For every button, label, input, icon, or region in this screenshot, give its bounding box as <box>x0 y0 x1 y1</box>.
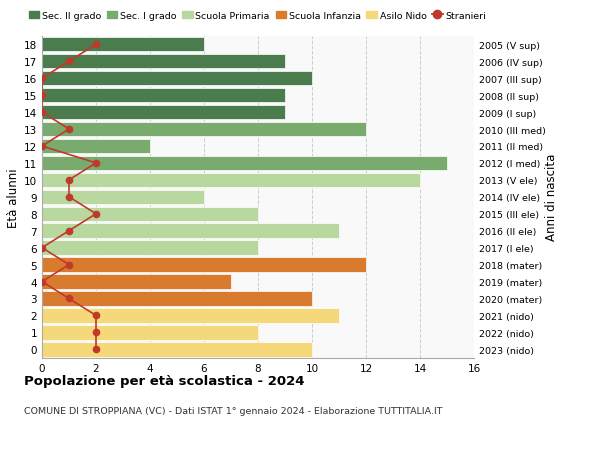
Y-axis label: Età alunni: Età alunni <box>7 168 20 227</box>
Bar <box>42 291 312 306</box>
Bar <box>42 173 420 188</box>
Bar <box>42 157 447 171</box>
Legend: Sec. II grado, Sec. I grado, Scuola Primaria, Scuola Infanzia, Asilo Nido, Stran: Sec. II grado, Sec. I grado, Scuola Prim… <box>29 11 486 21</box>
Text: COMUNE DI STROPPIANA (VC) - Dati ISTAT 1° gennaio 2024 - Elaborazione TUTTITALIA: COMUNE DI STROPPIANA (VC) - Dati ISTAT 1… <box>24 406 443 415</box>
Bar <box>42 308 339 323</box>
Bar <box>42 258 366 272</box>
Bar <box>42 38 204 52</box>
Bar <box>42 224 339 238</box>
Bar <box>42 207 258 221</box>
Bar <box>42 123 366 137</box>
Bar <box>42 89 285 103</box>
Bar <box>42 275 231 289</box>
Bar <box>42 241 258 255</box>
Bar <box>42 342 312 357</box>
Y-axis label: Anni di nascita: Anni di nascita <box>545 154 558 241</box>
Text: Popolazione per età scolastica - 2024: Popolazione per età scolastica - 2024 <box>24 374 305 387</box>
Bar <box>42 140 150 154</box>
Bar <box>42 190 204 205</box>
Bar <box>42 106 285 120</box>
Bar <box>42 72 312 86</box>
Bar <box>42 325 258 340</box>
Bar <box>42 55 285 69</box>
